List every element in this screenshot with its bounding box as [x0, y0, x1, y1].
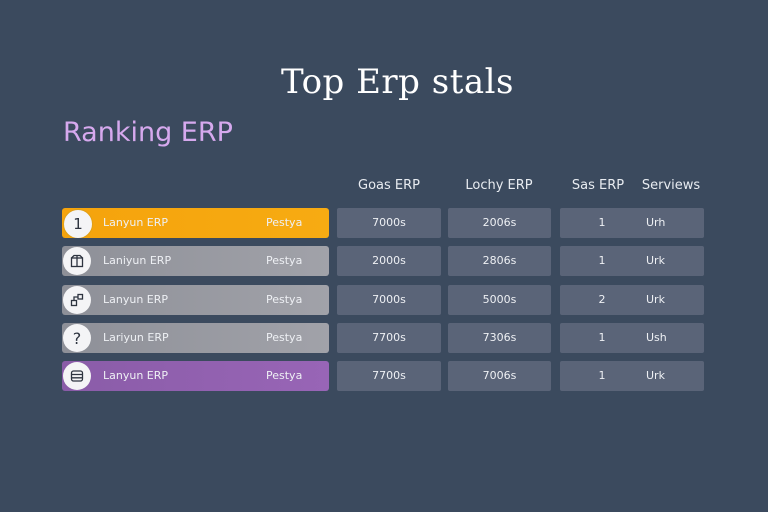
erp-tag: Pestya [266, 369, 303, 382]
goas-erp-value: 7700s [337, 323, 441, 353]
services-value: Ush [646, 331, 667, 344]
goas-erp-value: 7000s [337, 285, 441, 315]
section-title: Ranking ERP [63, 117, 233, 148]
box-icon [70, 254, 84, 268]
lochy-erp-value: 7006s [448, 361, 551, 391]
sas-services-cell: 1 Urk [560, 361, 704, 391]
rank-badge: ? [63, 324, 91, 352]
erp-name: Lanyun ERP [103, 216, 169, 229]
ranking-name-cell[interactable]: Lanyun ERP Pestya [62, 285, 329, 315]
sas-services-cell: 1 Ush [560, 323, 704, 353]
rank-badge [63, 247, 91, 275]
goas-erp-value: 2000s [337, 246, 441, 276]
sas-erp-value: 1 [598, 254, 606, 267]
page-title: Top Erp stals [281, 62, 514, 102]
services-value: Urk [646, 293, 665, 306]
lochy-erp-value: 5000s [448, 285, 551, 315]
sas-services-cell: 2 Urk [560, 285, 704, 315]
rank-badge: 1 [63, 209, 93, 238]
rank-badge [63, 286, 91, 314]
ranking-name-cell[interactable]: Laniyun ERP Pestya [62, 246, 329, 276]
erp-tag: Pestya [266, 216, 303, 229]
ranking-name-cell[interactable]: ? Lariyun ERP Pestya [62, 323, 329, 353]
goas-erp-value: 7700s [337, 361, 441, 391]
erp-tag: Pestya [266, 331, 303, 344]
erp-name: Lariyun ERP [103, 331, 169, 344]
erp-tag: Pestya [266, 254, 303, 267]
number-one-icon: 1 [73, 215, 83, 233]
sas-erp-value: 1 [598, 331, 606, 344]
erp-name: Lanyun ERP [103, 293, 169, 306]
sas-erp-value: 2 [598, 293, 606, 306]
question-icon: ? [72, 328, 82, 348]
goas-erp-value: 7000s [337, 208, 441, 238]
column-header-goas-erp[interactable]: Goas ERP [358, 178, 420, 193]
lochy-erp-value: 2006s [448, 208, 551, 238]
column-header-sas-erp[interactable]: Sas ERP [571, 178, 625, 193]
sas-services-cell: 1 Urh [560, 208, 704, 238]
services-value: Urk [646, 369, 665, 382]
erp-name: Laniyun ERP [103, 254, 172, 267]
ranking-name-cell[interactable]: Lanyun ERP Pestya [62, 361, 329, 391]
lochy-erp-value: 2806s [448, 246, 551, 276]
erp-name: Lanyun ERP [103, 369, 169, 382]
database-icon [70, 370, 84, 382]
column-header-lochy-erp[interactable]: Lochy ERP [465, 178, 533, 193]
sas-services-cell: 1 Urk [560, 246, 704, 276]
services-value: Urk [646, 254, 665, 267]
services-value: Urh [646, 216, 666, 229]
rank-badge [63, 362, 91, 390]
column-header-services[interactable]: Serviews [641, 178, 701, 193]
flow-icon [70, 293, 84, 307]
sas-erp-value: 1 [598, 216, 606, 229]
lochy-erp-value: 7306s [448, 323, 551, 353]
erp-tag: Pestya [266, 293, 303, 306]
ranking-name-cell[interactable]: 1 Lanyun ERP Pestya [62, 208, 329, 238]
sas-erp-value: 1 [598, 369, 606, 382]
